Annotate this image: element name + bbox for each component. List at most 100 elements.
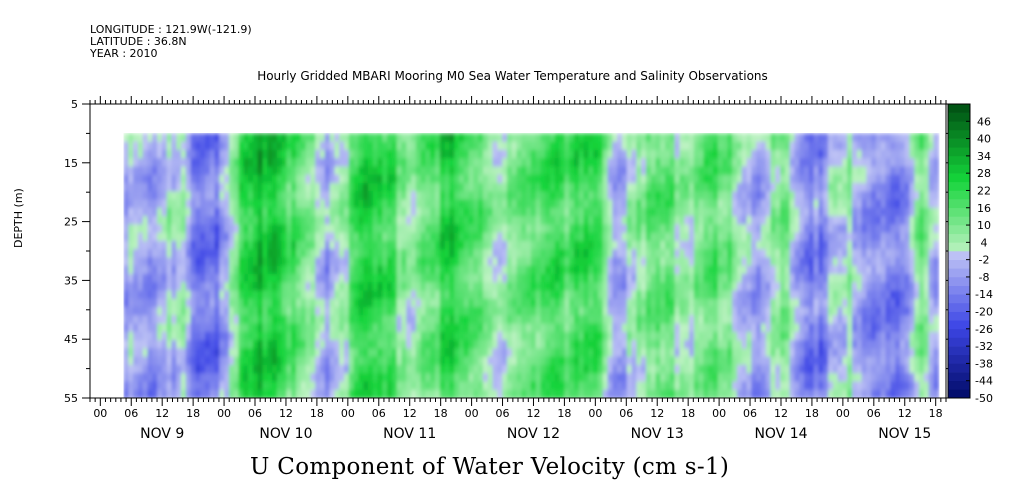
heat-cell <box>621 331 628 341</box>
heat-cell <box>645 331 652 341</box>
heat-cell <box>123 257 130 267</box>
heat-cell <box>784 191 791 201</box>
heat-cell <box>343 298 350 308</box>
heat-cell <box>530 174 537 184</box>
heat-cell <box>204 158 211 168</box>
heat-cell <box>406 199 412 209</box>
heat-cell <box>281 340 288 350</box>
heat-cell <box>161 356 168 366</box>
heat-cell <box>257 364 264 374</box>
heat-cell <box>296 141 302 151</box>
heat-cell <box>286 166 293 176</box>
heat-cell <box>310 315 317 325</box>
heat-cell <box>521 331 527 341</box>
heat-cell <box>411 381 417 391</box>
heat-cell <box>818 290 825 300</box>
heat-cell <box>272 389 278 398</box>
heat-cell <box>636 364 642 374</box>
heat-cell <box>669 240 676 250</box>
heat-cell <box>698 158 705 168</box>
heat-cell <box>540 257 547 267</box>
heat-cell <box>329 315 336 325</box>
heat-cell <box>185 240 192 250</box>
heat-cell <box>214 290 221 300</box>
heat-cell <box>296 240 302 250</box>
heat-cell <box>449 183 456 193</box>
heat-cell <box>530 166 537 176</box>
heat-cell <box>377 199 384 209</box>
heat-cell <box>315 265 321 275</box>
heat-cell <box>214 207 221 217</box>
heat-cell <box>569 356 575 366</box>
heat-cell <box>545 207 551 217</box>
heat-cell <box>334 331 340 341</box>
heat-cell <box>262 141 269 151</box>
heat-cell <box>415 356 422 366</box>
heat-cell <box>621 290 628 300</box>
heat-cell <box>329 191 336 201</box>
heat-cell <box>665 340 671 350</box>
heat-cell <box>315 207 321 217</box>
heat-cell <box>449 298 456 308</box>
heat-cell <box>286 282 293 292</box>
heat-cell <box>449 166 456 176</box>
heat-cell <box>449 158 456 168</box>
heat-cell <box>636 141 642 151</box>
heat-cell <box>856 207 863 217</box>
heat-cell <box>713 307 719 317</box>
heat-cell <box>377 224 384 234</box>
heat-cell <box>516 323 523 333</box>
heat-cell <box>339 133 345 143</box>
heat-cell <box>636 183 642 193</box>
heat-cell <box>411 373 417 383</box>
heat-cell <box>377 141 384 151</box>
heat-cell <box>492 199 499 209</box>
heat-cell <box>204 273 211 284</box>
heat-cell <box>363 133 369 143</box>
heat-cell <box>353 149 360 160</box>
heat-cell <box>209 149 216 160</box>
heat-cell <box>626 207 633 217</box>
heat-cell <box>324 133 331 143</box>
heat-cell <box>597 290 604 300</box>
heat-cell <box>353 323 360 333</box>
heat-cell <box>621 240 628 250</box>
heat-cell <box>152 207 158 217</box>
heat-cell <box>310 207 317 217</box>
heat-cell <box>784 373 791 383</box>
heat-cell <box>459 340 465 350</box>
heat-cell <box>487 265 494 275</box>
heat-cell <box>372 149 379 160</box>
heat-cell <box>372 191 379 201</box>
heat-cell <box>751 207 757 217</box>
heat-cell <box>391 373 398 383</box>
heat-cell <box>521 290 527 300</box>
heat-cell <box>406 381 412 391</box>
heat-cell <box>612 199 618 209</box>
heat-cell <box>760 298 767 308</box>
heat-cell <box>703 331 710 341</box>
heat-cell <box>300 389 307 398</box>
heat-cell <box>267 282 273 292</box>
heat-cell <box>612 348 618 358</box>
heat-cell <box>238 240 245 250</box>
heat-cell <box>487 141 494 151</box>
heat-cell <box>545 216 551 226</box>
heat-cell <box>746 307 753 317</box>
heat-cell <box>713 149 719 160</box>
heat-cell <box>588 191 594 201</box>
heat-cell <box>574 191 580 201</box>
heat-cell <box>296 149 302 160</box>
heat-cell <box>660 240 666 250</box>
heat-cell <box>291 149 297 160</box>
heat-cell <box>281 315 288 325</box>
heat-cell <box>147 191 154 201</box>
heat-cell <box>650 249 657 259</box>
heat-cell <box>722 240 729 250</box>
heat-cell <box>166 232 173 242</box>
heat-cell <box>765 307 772 317</box>
heat-cell <box>818 191 825 201</box>
heat-cell <box>228 207 235 217</box>
heat-cell <box>444 290 451 300</box>
heat-cell <box>564 373 571 383</box>
